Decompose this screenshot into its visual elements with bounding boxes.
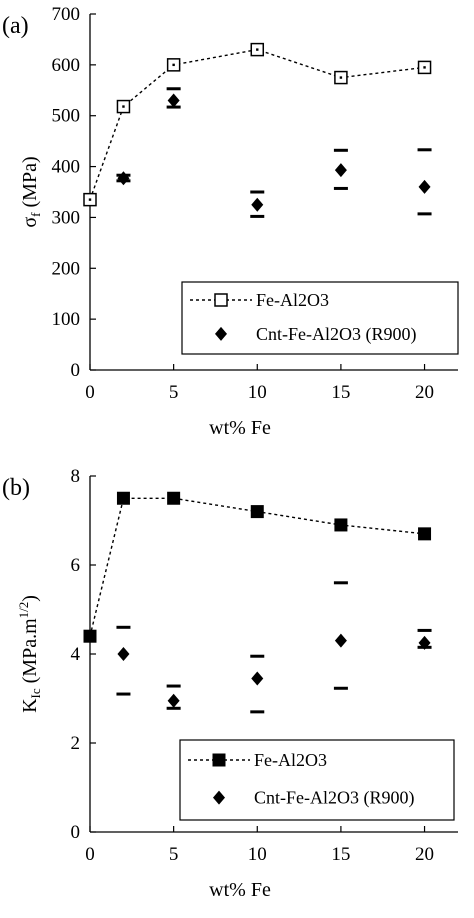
x-tick-label: 0 [85, 844, 95, 865]
data-point-square [334, 518, 348, 532]
data-point-diamond [117, 647, 130, 661]
data-point-diamond [167, 93, 180, 108]
data-point-diamond [418, 179, 431, 194]
series-line-fe-al2o3 [89, 48, 425, 200]
data-point-square-dot [423, 66, 426, 69]
data-point-diamond [251, 671, 264, 686]
data-point-square-dot [88, 198, 92, 201]
panel-label: (a) [2, 13, 29, 39]
data-point-square [83, 629, 97, 643]
data-point-square-dot [172, 63, 175, 67]
data-point-square [116, 491, 130, 505]
y-tick-label: 300 [52, 207, 81, 228]
panel-label: (b) [2, 475, 30, 501]
data-point-diamond [251, 197, 264, 212]
data-point-diamond [418, 635, 431, 650]
x-tick-label: 0 [85, 382, 95, 403]
y-tick-label: 200 [52, 258, 81, 279]
data-point-square-dot [339, 76, 343, 79]
y-tick-label: 8 [71, 466, 81, 487]
y-tick-label: 2 [71, 733, 81, 754]
x-tick-label: 15 [331, 382, 350, 403]
panel-a: (a) 0 100 200 300 400 500 600 700 0 5 10 15 20 wt% Fe σ… [2, 4, 459, 439]
legend-marker-diamond [213, 790, 225, 805]
data-point-diamond [334, 163, 347, 178]
legend-label-fe-al2o3: Fe-Al2O3 [254, 750, 327, 770]
data-point-square [418, 527, 432, 541]
data-point-square-dot [256, 48, 259, 51]
x-axis-title: wt% Fe [209, 417, 271, 439]
y-tick-label: 4 [71, 644, 81, 665]
legend-marker-square [212, 753, 226, 767]
x-tick-label: 5 [169, 844, 179, 865]
x-axis-title: wt% Fe [209, 879, 271, 901]
legend-label-cnt-fe-al2o3: Cnt-Fe-Al2O3 (R900) [254, 788, 415, 809]
x-tick-label: 20 [415, 844, 434, 865]
y-axis-title: KIc (MPa.m1/2) [16, 595, 43, 713]
x-tick-label: 10 [248, 844, 267, 865]
legend-marker-square [214, 293, 228, 307]
legend-marker-diamond [215, 326, 227, 341]
x-tick-label: 5 [169, 382, 179, 403]
data-point-diamond [167, 693, 180, 708]
x-tick-label: 20 [415, 382, 434, 403]
y-tick-label: 600 [52, 55, 81, 76]
data-point-square [250, 505, 264, 519]
y-tick-label: 0 [71, 360, 81, 381]
y-axis-title: σf (MPa) [19, 156, 43, 227]
legend-box [179, 739, 455, 821]
y-tick-label: 500 [52, 106, 81, 127]
legend-label-fe-al2o3: Fe-Al2O3 [256, 290, 329, 310]
legend-box [181, 281, 459, 355]
x-tick-label: 10 [248, 382, 267, 403]
data-point-square-dot [122, 105, 125, 108]
x-tick-label: 15 [331, 844, 350, 865]
panel-b: (b) 0 2 4 6 8 0 5 10 15 20 wt% Fe KIc (MPa.m1/2) Fe-A… [2, 466, 458, 901]
y-tick-label: 6 [71, 555, 81, 576]
data-point-diamond [334, 633, 347, 648]
y-tick-label: 0 [71, 822, 81, 843]
y-tick-label: 700 [52, 4, 81, 25]
series-line-fe-al2o3 [89, 497, 425, 637]
data-point-square [167, 491, 181, 505]
y-tick-label: 100 [52, 309, 81, 330]
y-tick-label: 400 [52, 157, 81, 178]
data-point-diamond [117, 171, 130, 186]
legend-label-cnt-fe-al2o3: Cnt-Fe-Al2O3 (R900) [256, 324, 417, 345]
